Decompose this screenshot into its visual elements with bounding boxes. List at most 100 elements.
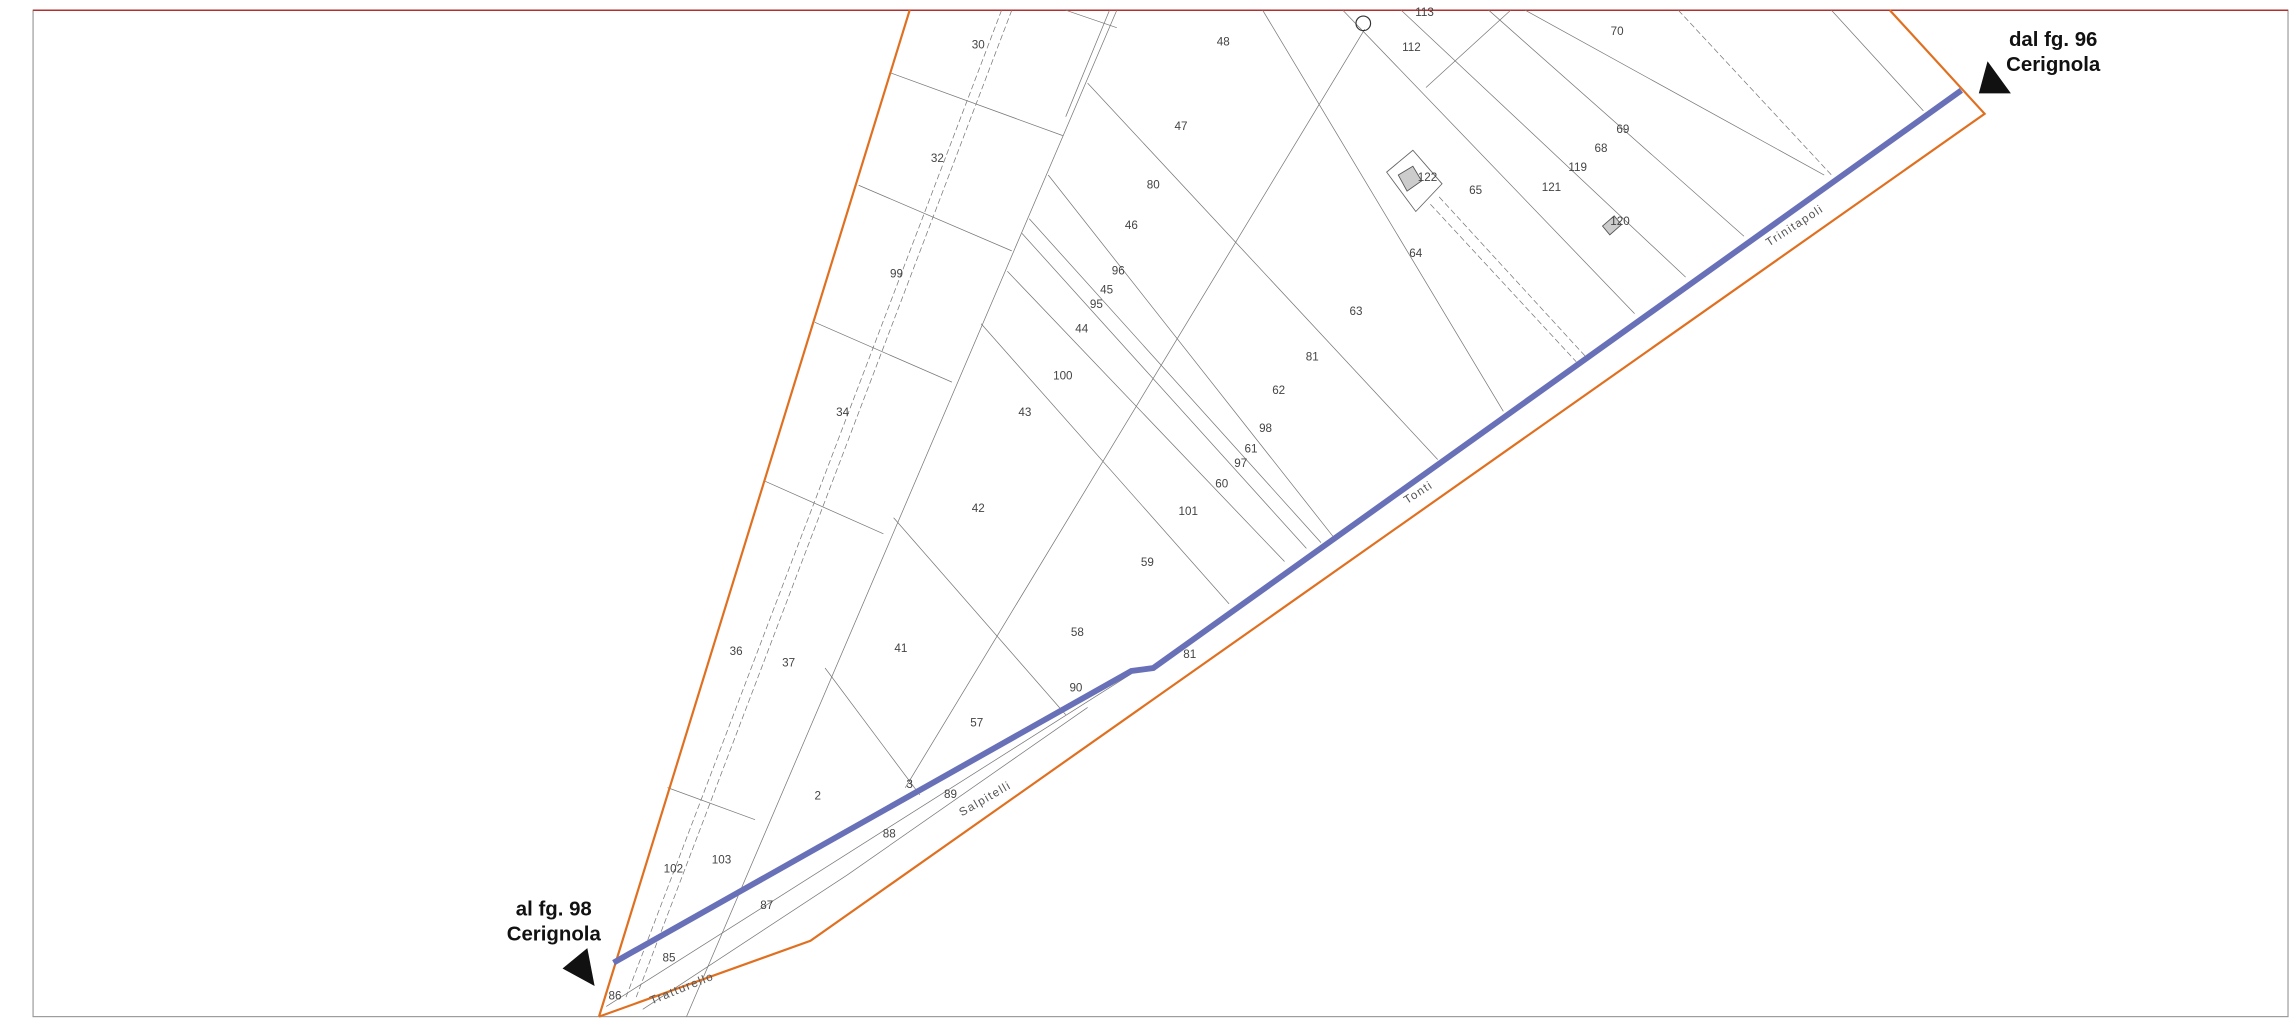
sheet-reference: Cerignola [507,923,602,945]
parcel-line [1065,10,1110,117]
parcel-line [1047,174,1336,540]
parcel-line [893,517,1067,715]
parcel-number: 119 [1568,161,1587,174]
building [1601,215,1623,236]
road-name: Tratturello [648,970,716,1008]
parcel-number: 45 [1100,283,1113,296]
parcel-line [824,667,921,796]
parcel-line [624,10,1002,1000]
parcel-line [1400,9,1686,278]
parcel-number: 86 [609,989,622,1002]
parcel-number: 112 [1402,41,1421,54]
parcel-number: 81 [1183,648,1196,661]
parcel-number: 68 [1595,142,1608,155]
building [1386,149,1443,213]
parcel-line [1488,9,1745,237]
parcel-number: 70 [1611,25,1624,38]
parcel-number: 41 [894,642,907,655]
parcel-number: 2 [815,789,821,802]
parcel-line [1525,9,1825,176]
parcel-number: 96 [1112,264,1125,277]
parcel-number: 87 [760,899,773,912]
boundary-right [598,9,1987,1018]
parcel-line [1021,233,1307,549]
parcel-line [1342,9,1635,314]
parcel-number: 58 [1071,626,1084,639]
parcel-number: 48 [1217,35,1230,48]
labels: 30 48113112703247801226569681191211204699… [507,6,2101,1007]
parcel-line [814,322,953,383]
parcel-line [1425,9,1511,88]
parcel-number: 47 [1174,120,1187,133]
parcel-number: 69 [1616,123,1629,136]
parcel-line [606,673,1132,1007]
parcel-number: 61 [1244,442,1257,455]
arrow [562,948,595,986]
parcel-number: 100 [1053,369,1073,382]
parcel-number: 32 [931,152,944,165]
parcel-number: 102 [664,862,683,875]
parcel-line [642,874,848,1010]
parcel-number: 36 [730,645,743,658]
parcel-line [858,184,1012,252]
parcel-number: 121 [1542,181,1561,194]
sheet-reference: Cerignola [2006,54,2101,76]
parcel-number: 120 [1610,215,1630,228]
parcel-number: 34 [836,406,849,419]
arrow [1978,61,2011,94]
parcel-number: 63 [1350,305,1363,318]
parcel-number: 88 [883,827,896,840]
parcel-number: 37 [782,657,795,670]
parcel-number: 80 [1147,178,1160,191]
parcel-number: 3 [906,778,912,791]
boundary-left [597,9,911,1017]
parcel-number: 64 [1409,247,1422,260]
parcel-number: 65 [1469,184,1482,197]
parcel-number: 95 [1090,298,1103,311]
parcel-number: 90 [1069,682,1082,695]
parcel-number: 44 [1075,323,1088,336]
parcel-line [686,10,1118,1017]
parcel-number: 113 [1415,6,1434,19]
parcel-number: 98 [1259,422,1272,435]
sheet-limit [612,88,1963,966]
parcel-number: 43 [1018,406,1031,419]
parcel-line [1430,203,1577,362]
parcel-line [890,72,1063,136]
survey-point [1355,15,1372,32]
parcel-number: 57 [970,717,983,730]
parcel-line [1029,218,1322,543]
parcel-number: 85 [663,951,676,964]
parcel-number: 97 [1234,457,1247,470]
parcel-line [1831,9,1924,112]
parcel-line [1065,9,1117,29]
parcel-number: 103 [712,854,731,867]
parcel-line [667,787,756,821]
parcel-line [1087,82,1438,460]
parcel-number: 30 [972,38,985,51]
sheet-reference: al fg. 98 [516,899,592,921]
parcel-line [765,480,884,535]
road-name: Tonti [1402,478,1436,506]
parcel-line [635,10,1013,1000]
parcel-number: 122 [1418,171,1437,184]
parcel-number: 60 [1215,477,1228,490]
parcel-line [904,28,1366,788]
parcel-number: 59 [1141,556,1154,569]
building [1397,165,1423,192]
parcel-line [1438,196,1586,357]
parcel-line [980,323,1230,605]
parcel-line [846,707,1088,876]
parcel-lines [606,9,1924,1017]
parcel-number: 99 [890,267,903,280]
parcel-number: 101 [1179,505,1198,518]
parcel-line [1262,10,1504,412]
sheet-reference: dal fg. 96 [2009,29,2097,51]
parcel-line [1007,271,1285,562]
parcel-number: 81 [1306,350,1319,363]
parcel-number: 62 [1272,384,1285,397]
parcel-number: 42 [972,502,985,515]
parcel-number: 89 [944,788,957,801]
road-name: Salpitelli [957,779,1014,819]
